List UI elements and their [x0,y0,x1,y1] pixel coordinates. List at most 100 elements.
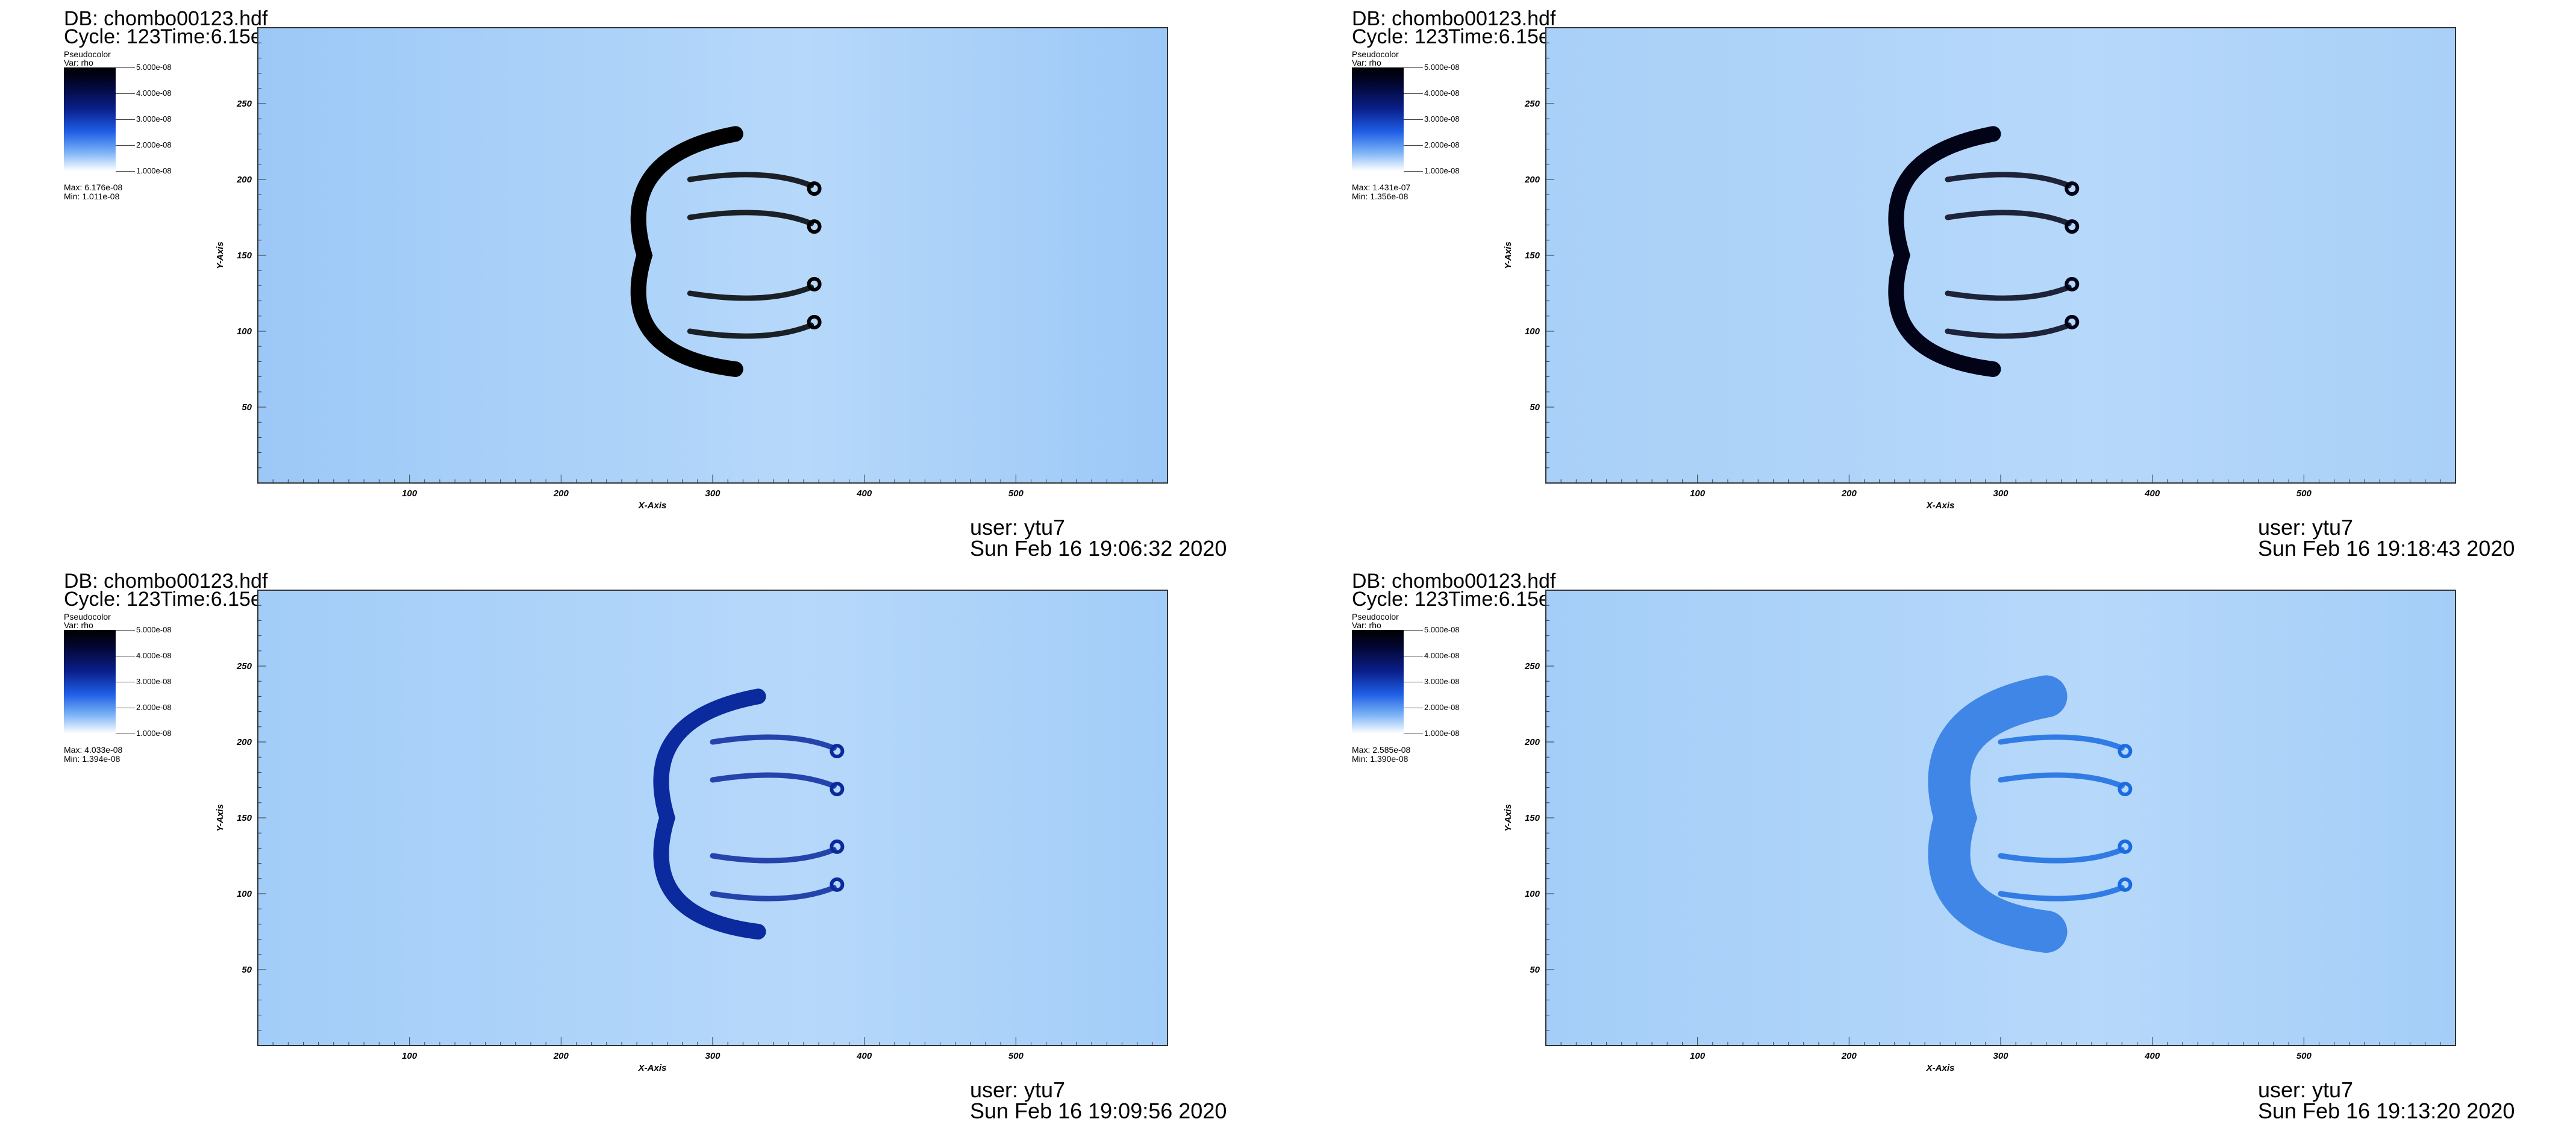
density-front [1888,126,2080,377]
vortex-roll [2065,181,2080,196]
date-label: Sun Feb 16 19:09:56 2020 [970,1099,1227,1123]
cycle-label: Cycle: 123 [64,25,161,48]
user-label: user: ytu7 [970,515,1066,540]
x-tick-label: 500 [2296,488,2312,499]
colorbar-tick [116,93,135,94]
legend-var: Var: rho [64,58,93,67]
colorbar-tick-label: 2.000e-08 [1424,140,1460,149]
vortex-arm [1998,734,2125,751]
vortex-arm [687,322,814,339]
colorbar-tick-label: 4.000e-08 [136,89,172,98]
y-tick-label: 250 [236,99,252,109]
colorbar-tick-label: 4.000e-08 [1424,651,1460,660]
vortex-roll [830,877,845,892]
user-label: user: ytu7 [970,1077,1066,1102]
y-tick-label: 100 [1525,889,1540,899]
y-tick-label: 150 [237,813,252,823]
cycle-label: Cycle: 123 [64,588,161,611]
field-background [258,590,1168,1046]
legend-title: Pseudocolor [64,612,111,622]
x-axis-label: X-Axis [638,1063,667,1073]
user-label: user: ytu7 [2258,1077,2354,1102]
x-tick-label: 500 [2296,1051,2312,1061]
y-tick-label: 100 [237,889,252,899]
colorbar-tick-label: 5.000e-08 [1424,63,1460,72]
x-axis-label: X-Axis [1926,500,1955,511]
date-label: Sun Feb 16 19:06:32 2020 [970,536,1227,561]
db-filename: DB: chombo00123.hdf [64,7,268,30]
bow-shock [1888,126,2001,377]
x-tick-label: 400 [856,488,872,499]
colorbar-tick-label: 1.000e-08 [1424,166,1460,175]
legend-min: Min: 1.394e-08 [64,754,120,764]
db-filename: DB: chombo00123.hdf [1352,570,1556,593]
colorbar [1352,630,1404,734]
y-axis-label: Y-Axis [1503,242,1513,269]
colorbar-tick-label: 2.000e-08 [136,703,172,712]
legend-max: Max: 1.431e-07 [1352,182,1411,192]
colorbar-tick-label: 1.000e-08 [136,729,172,738]
y-tick-label: 150 [1525,251,1540,261]
x-tick-label: 400 [2144,488,2160,499]
y-axis-label: Y-Axis [215,242,225,269]
legend-min: Min: 1.390e-08 [1352,754,1408,764]
pseudocolor-plot: 100 200 300 400 500 50 100 150 200 250 X-Axis Y-Axi… [215,590,1168,1073]
x-axis-label: X-Axis [638,500,667,511]
density-front [1928,675,2133,953]
vortex-arm [1945,172,2072,189]
vortex-arm [1998,847,2125,864]
density-front [630,126,822,377]
field-background [1546,28,2456,483]
colorbar-tick-label: 1.000e-08 [136,166,172,175]
vortex-roll [830,744,845,759]
vortex-arm [710,847,837,864]
x-tick-label: 100 [1690,488,1705,499]
colorbar-tick [116,630,135,631]
vortex-arm [1998,885,2125,902]
y-tick-label: 250 [236,661,252,672]
colorbar [64,67,116,171]
legend-var: Var: rho [64,620,93,630]
colorbar-tick-label: 4.000e-08 [1424,89,1460,98]
colorbar-tick [116,171,135,172]
date-label: Sun Feb 16 19:18:43 2020 [2258,536,2515,561]
date-label: Sun Feb 16 19:13:20 2020 [2258,1099,2515,1123]
pseudocolor-plot: 100 200 300 400 500 50 100 150 200 250 X-Axis Y-Axi… [215,27,1168,511]
y-tick-label: 50 [1530,965,1540,975]
y-tick-label: 200 [1524,175,1540,185]
x-tick-label: 100 [402,1051,417,1061]
vortex-roll [830,782,845,797]
vortex-roll [807,219,822,234]
plot-panel: DB: chombo00123.hdf Cycle: 123 Time:6.15e-… [1288,0,2576,562]
x-tick-label: 400 [2144,1051,2160,1061]
y-tick-label: 150 [237,251,252,261]
vortex-arm [1998,772,2125,789]
colorbar-tick-label: 3.000e-08 [1424,677,1460,686]
colorbar-tick-label: 5.000e-08 [136,63,172,72]
legend-min: Min: 1.011e-08 [64,192,120,201]
legend-var: Var: rho [1352,58,1381,67]
vortex-roll [807,181,822,196]
vortex-arm [687,210,814,226]
x-tick-label: 300 [705,1051,721,1061]
vortex-roll [2065,276,2080,291]
user-label: user: ytu7 [2258,515,2354,540]
y-tick-label: 250 [1524,661,1540,672]
x-tick-label: 200 [1841,1051,1857,1061]
x-tick-label: 500 [1008,488,1024,499]
vortex-roll [2065,219,2080,234]
x-tick-label: 300 [1993,1051,2009,1061]
legend-var: Var: rho [1352,620,1381,630]
y-tick-label: 200 [236,737,252,747]
colorbar-tick [1404,93,1423,94]
y-axis-label: Y-Axis [1503,804,1513,832]
legend-max: Max: 2.585e-08 [1352,745,1411,755]
y-tick-label: 50 [242,965,252,975]
db-filename: DB: chombo00123.hdf [1352,7,1556,30]
vortex-roll [807,276,822,291]
vortex-arm [710,772,837,789]
colorbar-tick-label: 5.000e-08 [1424,625,1460,634]
colorbar-tick-label: 3.000e-08 [136,677,172,686]
colorbar-tick-label: 3.000e-08 [136,114,172,123]
db-filename: DB: chombo00123.hdf [64,570,268,593]
